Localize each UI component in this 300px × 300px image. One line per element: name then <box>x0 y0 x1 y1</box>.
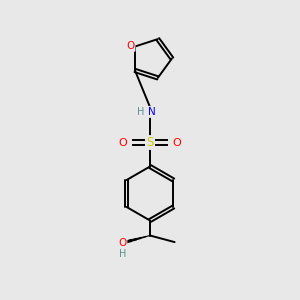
Text: O: O <box>126 41 135 51</box>
Text: S: S <box>146 136 154 149</box>
Text: N: N <box>148 107 155 117</box>
Text: O: O <box>118 137 127 148</box>
Text: O: O <box>118 238 127 248</box>
Text: O: O <box>172 137 182 148</box>
Text: H: H <box>119 249 126 259</box>
Text: H: H <box>137 107 144 117</box>
